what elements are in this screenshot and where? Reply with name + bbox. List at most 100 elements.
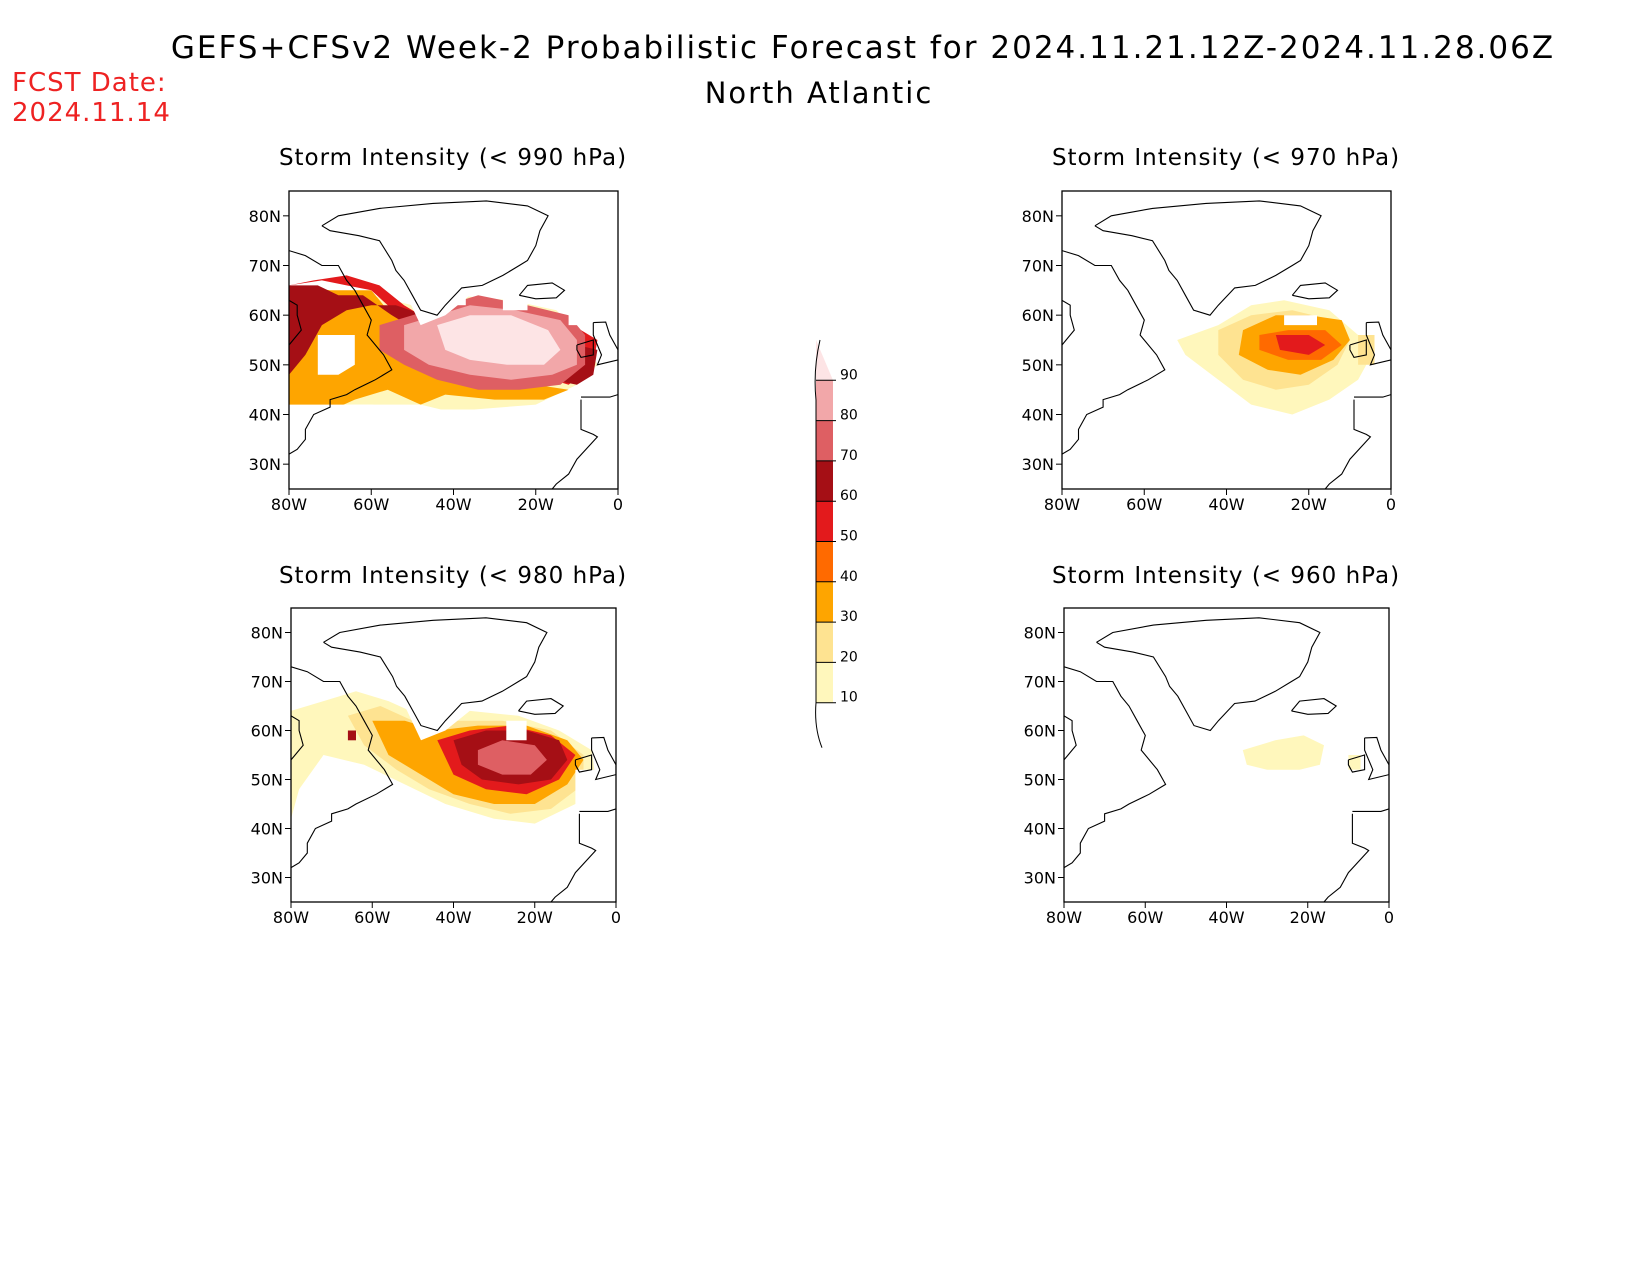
no-data-region	[453, 290, 466, 306]
colorbar-swatch	[816, 460, 833, 502]
coastline	[1352, 808, 1389, 812]
coastline	[579, 808, 616, 812]
lon-tick-label: 20W	[1290, 908, 1326, 927]
lat-tick-label: 40N	[251, 820, 283, 839]
colorbar-swatch	[816, 380, 833, 421]
panel-title: Storm Intensity (< 990 hPa)	[279, 145, 627, 171]
lon-tick-label: 40W	[1208, 495, 1244, 514]
coastline	[323, 617, 548, 732]
shaded-region	[1242, 735, 1324, 770]
coastline	[1094, 200, 1322, 316]
probability-field	[291, 608, 616, 902]
no-data-region	[291, 632, 556, 741]
coastline	[289, 299, 302, 346]
coastline	[550, 813, 597, 902]
lat-tick-label: 50N	[251, 771, 283, 790]
coastline	[1347, 754, 1366, 773]
lat-tick-label: 60N	[251, 722, 283, 741]
coastline	[591, 736, 616, 781]
lat-tick-label: 80N	[249, 207, 281, 226]
lat-tick-label: 50N	[249, 356, 281, 375]
coastline	[1364, 736, 1389, 781]
coastline	[1291, 282, 1339, 300]
lon-tick-label: 80W	[273, 908, 309, 927]
lat-tick-label: 70N	[249, 257, 281, 276]
map-panel-4: Storm Intensity (< 960 hPa) 80W 60W 40W 20W 0…	[1024, 563, 1400, 927]
lat-tick-label: 70N	[1022, 257, 1054, 276]
colorbar-label: 10	[840, 690, 858, 706]
lon-tick-label: 60W	[353, 495, 389, 514]
colorbar-swatch	[816, 622, 833, 663]
coastline	[1349, 339, 1367, 359]
map-panel-3: Storm Intensity (< 980 hPa) 80W 60W 40W 20W 0…	[251, 563, 627, 927]
lon-tick-label: 40W	[435, 908, 471, 927]
no-data-region	[502, 290, 528, 311]
shaded-region	[477, 740, 547, 775]
coastline	[1096, 617, 1321, 732]
probability-field	[1064, 608, 1389, 902]
no-data-region	[575, 769, 596, 804]
coastline	[1291, 698, 1338, 715]
shaded-region	[437, 315, 561, 365]
lat-tick-label: 30N	[1022, 455, 1054, 474]
lon-tick-label: 20W	[1291, 495, 1327, 514]
colorbar-label: 20	[840, 649, 858, 665]
lon-tick-label: 80W	[1044, 495, 1080, 514]
colorbar-label: 30	[840, 609, 858, 625]
region-subtitle-text: North Atlantic	[704, 76, 934, 110]
lat-tick-label: 40N	[1022, 406, 1054, 425]
coastline	[1062, 250, 1166, 455]
colorbar-label: 80	[840, 408, 858, 424]
shaded-spot	[347, 730, 356, 741]
lon-tick-label: 20W	[517, 908, 553, 927]
colorbar-label: 40	[840, 569, 858, 585]
colorbar-swatch	[816, 340, 833, 381]
colorbar: 10 20 30 40 50 60 70 80 90	[814, 339, 858, 748]
no-data-region	[317, 335, 355, 375]
no-data-region	[506, 720, 527, 741]
coastline	[576, 339, 594, 359]
lon-tick-label: 60W	[1127, 908, 1163, 927]
main-title: GEFS+CFSv2 Week-2 Probabilistic Forecast…	[0, 30, 1650, 66]
main-title-text: GEFS+CFSv2 Week-2 Probabilistic Forecast…	[170, 30, 1556, 66]
panel-title: Storm Intensity (< 960 hPa)	[1052, 563, 1400, 589]
lon-tick-label: 40W	[435, 495, 471, 514]
shaded-region	[1275, 335, 1326, 355]
coastline	[321, 200, 549, 316]
lat-tick-label: 70N	[1024, 673, 1056, 692]
coastline	[1323, 813, 1370, 902]
coastline	[581, 394, 618, 398]
coastline	[1062, 299, 1075, 346]
coastline	[289, 250, 393, 455]
lon-tick-label: 80W	[271, 495, 307, 514]
panel-title: Storm Intensity (< 980 hPa)	[279, 563, 627, 589]
lon-tick-label: 20W	[518, 495, 554, 514]
no-data-region	[289, 389, 618, 489]
lat-tick-label: 70N	[251, 673, 283, 692]
colorbar-swatch	[816, 581, 833, 623]
no-data-region	[1284, 315, 1317, 326]
lon-tick-label: 40W	[1208, 908, 1244, 927]
lat-tick-label: 80N	[251, 624, 283, 643]
coastline	[1354, 394, 1391, 398]
colorbar-label: 90	[840, 367, 858, 383]
coastline	[518, 282, 566, 300]
colorbar-label: 60	[840, 488, 858, 504]
lat-tick-label: 60N	[1024, 722, 1056, 741]
coastline	[291, 715, 304, 761]
lon-tick-label: 60W	[1126, 495, 1162, 514]
no-data-region	[289, 215, 557, 326]
lon-tick-label: 0	[611, 908, 621, 927]
region-subtitle: North Atlantic	[0, 76, 1650, 110]
lat-tick-label: 30N	[249, 455, 281, 474]
colorbar-swatch	[816, 662, 833, 703]
map-panel-1: Storm Intensity (< 990 hPa) 80W 60W 40W 20W 0…	[249, 145, 627, 514]
lat-tick-label: 30N	[251, 869, 283, 888]
lon-tick-label: 0	[1384, 908, 1394, 927]
colorbar-swatch	[816, 420, 833, 461]
map-panel-2: Storm Intensity (< 970 hPa) 80W 60W 40W 20W 0…	[1022, 145, 1399, 514]
lat-tick-label: 50N	[1024, 771, 1056, 790]
lat-tick-label: 60N	[1022, 306, 1054, 325]
lat-tick-label: 30N	[1024, 869, 1056, 888]
